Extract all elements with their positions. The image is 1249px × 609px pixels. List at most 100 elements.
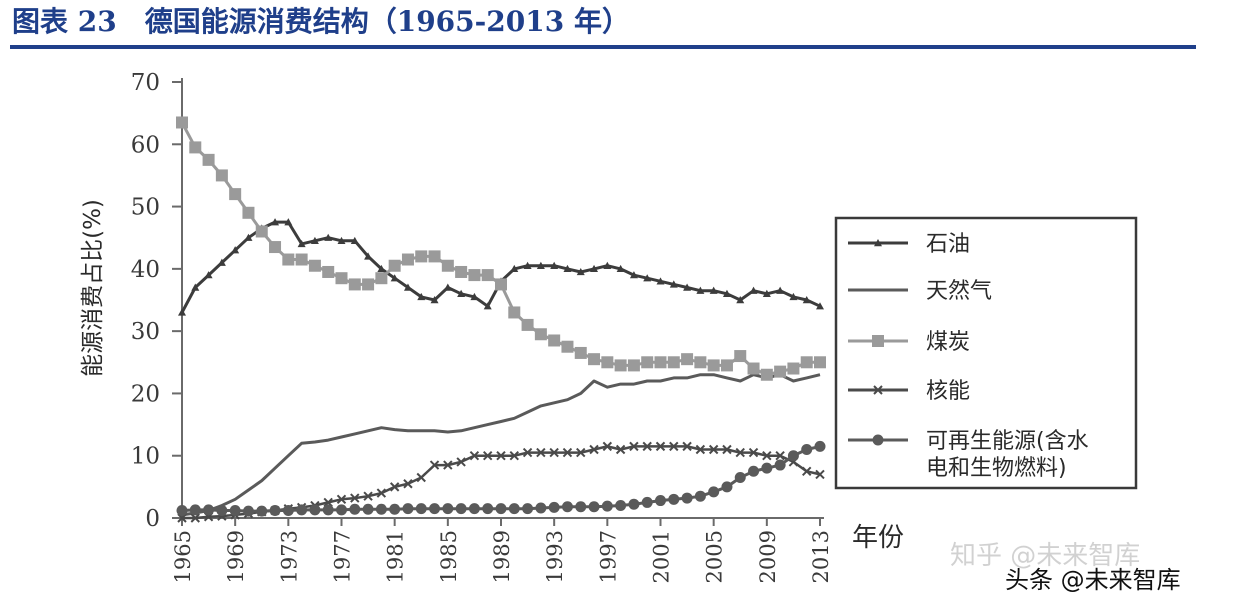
data-point-s2-1971 [255,225,268,238]
data-point-s0-1993 [550,261,559,269]
data-point-s0-1968 [217,258,226,266]
data-point-s2-1975 [308,259,321,272]
data-point-s3-2008 [748,447,759,458]
x-tick-label: 1985 [437,530,461,583]
data-point-s2-2008 [747,362,760,375]
data-point-s4-1973 [282,505,294,517]
data-point-s3-1991 [522,447,533,458]
data-point-s2-1967 [202,153,215,166]
data-point-s3-1986 [456,457,466,467]
data-point-s0-1998 [616,264,625,273]
data-point-s4-1983 [415,503,427,515]
y-tick-label: 10 [131,444,160,470]
data-point-s0-1995 [576,267,585,276]
data-point-s4-1999 [628,498,640,510]
data-point-s4-2001 [655,495,666,507]
data-point-s2-2010 [774,365,787,378]
data-point-s0-1991 [523,261,532,269]
data-point-s3-2007 [735,447,745,458]
data-point-s0-1965 [178,308,186,316]
data-point-s2-1970 [242,206,255,219]
data-point-s2-1997 [601,356,614,369]
legend-label-4: 电和生物燃料) [926,456,1067,481]
x-tick-label: 2005 [703,530,727,583]
data-point-s3-1993 [549,447,559,458]
data-point-s4-1997 [601,500,613,512]
data-point-s4-2005 [708,486,720,498]
data-point-s0-1987 [470,292,479,301]
x-tick-label: 1993 [543,530,567,583]
data-point-s0-2009 [762,289,771,297]
data-point-s4-2009 [761,462,773,474]
data-point-s3-2000 [642,441,652,452]
data-point-s4-1981 [389,503,401,515]
data-point-s0-1999 [629,271,638,279]
data-point-s2-1987 [468,269,481,282]
data-point-s4-1969 [229,505,241,517]
data-point-s0-2008 [749,286,758,294]
data-point-s4-2003 [681,492,693,504]
data-point-s2-1984 [428,250,441,263]
data-point-s3-1994 [562,447,573,458]
data-point-s4-1987 [468,503,480,515]
data-point-s2-1969 [229,188,242,201]
data-point-s4-1978 [349,503,361,515]
data-point-s3-1988 [483,451,493,461]
data-point-s3-1989 [496,451,506,461]
data-point-s2-1977 [335,272,348,285]
data-point-s0-1988 [483,302,492,310]
data-point-s0-1974 [297,239,306,248]
data-point-s2-2003 [681,353,694,366]
data-point-s4-1979 [362,503,374,515]
y-tick-label: 40 [131,257,160,283]
data-point-s3-1997 [602,441,613,452]
data-point-s4-1989 [495,503,507,515]
x-tick-label: 1965 [171,530,195,583]
data-point-s4-2011 [787,450,799,462]
data-point-s0-1982 [403,283,412,291]
data-point-s2-1980 [375,272,388,285]
data-point-s0-1981 [390,274,399,282]
data-point-s0-2013 [816,302,824,310]
title-divider [10,45,1196,49]
data-point-s3-1992 [536,447,546,458]
data-point-s0-1972 [271,218,280,226]
data-point-s3-2003 [682,441,692,452]
series-line-1 [181,373,821,517]
x-tick-label: 2009 [756,530,780,583]
series-line-0 [180,220,821,314]
data-point-s0-1967 [204,271,213,279]
data-point-s4-1970 [242,505,254,517]
data-point-s2-1974 [295,253,308,266]
data-point-s0-1980 [377,264,386,273]
legend-label-2: 煤炭 [926,330,970,355]
data-point-s2-2000 [641,356,654,369]
data-point-s2-2006 [720,359,733,372]
data-point-s2-2012 [800,356,813,369]
data-point-s3-2013 [815,469,825,480]
data-point-s2-1979 [362,278,375,291]
x-axis-title: 年份 [852,523,904,553]
data-point-s0-2010 [776,286,785,294]
data-point-s0-1983 [417,292,426,301]
data-point-s4-1992 [535,502,547,514]
data-point-s3-2009 [762,451,772,461]
x-tick-label: 1997 [596,530,620,583]
data-point-s3-2001 [655,441,666,452]
data-point-s4-2002 [668,493,680,505]
data-point-s4-1988 [482,503,494,515]
data-point-s3-1982 [403,479,413,489]
data-point-s2-2013 [814,356,826,369]
data-point-s2-1976 [322,265,335,278]
data-point-s4-1972 [269,505,281,517]
data-point-s0-2003 [683,283,692,291]
y-axis-title: 能源消费占比(%) [80,199,106,377]
data-point-s2-2004 [694,356,707,369]
data-point-s4-1966 [189,504,201,516]
data-point-s4-1967 [203,504,215,516]
data-point-s3-1995 [576,447,586,458]
x-tick-label: 1973 [277,530,301,583]
data-point-s3-1978 [350,493,360,503]
data-point-s3-1999 [629,441,639,452]
data-point-s3-1981 [389,482,400,492]
